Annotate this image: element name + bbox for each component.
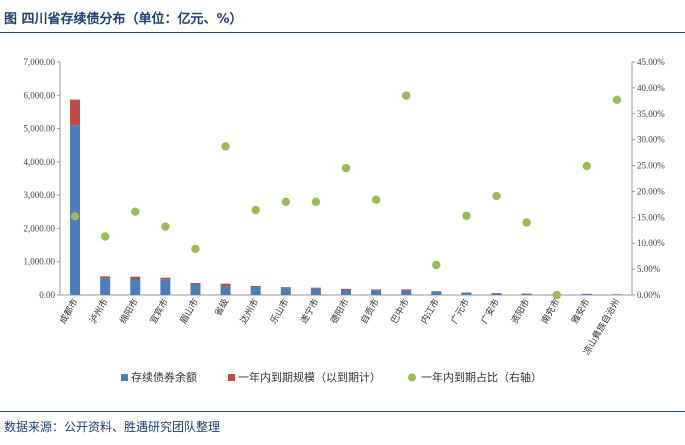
bar-outstanding	[491, 293, 502, 295]
right-tick-label: 40.00%	[637, 83, 665, 93]
category-label: 自贡市	[358, 297, 382, 326]
bar-outstanding	[310, 288, 321, 295]
left-tick-label: 1,000.00	[24, 257, 56, 267]
bar-maturing	[160, 277, 171, 280]
bar-maturing	[250, 286, 261, 288]
category-label: 广安市	[478, 297, 502, 326]
right-tick-label: 35.00%	[637, 109, 665, 119]
right-tick-label: 10.00%	[637, 238, 665, 248]
ratio-point	[311, 197, 321, 206]
ratio-point	[552, 290, 561, 300]
bar-outstanding	[100, 278, 111, 295]
legend-swatch-ratio	[408, 373, 416, 382]
category-label: 巴中市	[388, 297, 412, 326]
bar-maturing	[190, 283, 201, 285]
ratio-point	[131, 207, 140, 216]
ratio-point	[432, 260, 441, 270]
bar-maturing	[341, 288, 351, 291]
category-label: 乐山市	[267, 297, 291, 326]
ratio-point	[251, 205, 260, 215]
category-label: 达州市	[237, 297, 261, 326]
bar-outstanding	[401, 290, 412, 295]
legend-label-ratio: 一年内到期占比（右轴）	[421, 370, 542, 384]
bar-outstanding	[431, 291, 442, 295]
bar-outstanding	[220, 286, 231, 295]
bar-maturing	[310, 287, 321, 289]
bar-outstanding	[190, 284, 201, 295]
bar-maturing	[220, 283, 231, 287]
right-tick-label: 15.00%	[637, 212, 665, 222]
ratio-point	[70, 212, 80, 221]
ratio-point	[462, 211, 471, 220]
left-tick-label: 3,000.00	[24, 190, 56, 200]
right-tick-label: 5.00%	[637, 264, 661, 274]
left-tick-label: 6,000.00	[24, 90, 56, 100]
bar-outstanding	[130, 279, 141, 295]
ratio-point	[100, 232, 110, 241]
ratio-point	[522, 218, 531, 227]
bar-outstanding	[371, 290, 382, 295]
category-label: 遂宁市	[298, 297, 322, 326]
category-label: 省级	[212, 297, 231, 319]
bar-outstanding	[521, 293, 532, 295]
legend-label-outstanding: 存续债券余额	[131, 370, 197, 384]
right-tick-label: 25.00%	[637, 161, 665, 171]
ratio-point	[191, 244, 200, 254]
bar-maturing	[130, 276, 141, 280]
left-tick-label: 5,000.00	[24, 124, 56, 134]
legend-swatch-maturing	[228, 374, 235, 381]
ratio-point	[161, 222, 170, 231]
category-label: 泸州市	[87, 297, 111, 326]
left-tick-label: 2,000.00	[24, 223, 56, 233]
left-tick-label: 4,000.00	[24, 157, 56, 167]
bar-maturing	[100, 276, 111, 279]
ratio-point	[221, 142, 230, 151]
footer-divider	[0, 411, 685, 412]
category-label: 宜宾市	[147, 297, 171, 326]
ratio-point	[492, 191, 501, 201]
category-label: 绵阳市	[117, 297, 141, 326]
category-label: 眉山市	[177, 297, 201, 326]
ratio-point	[402, 91, 411, 100]
left-tick-label: 0.00	[39, 290, 55, 300]
bar-maturing	[280, 287, 291, 289]
chart-title: 图 四川省存续债分布（单位：亿元、%）	[4, 12, 243, 27]
right-tick-label: 45.00%	[637, 57, 665, 67]
bar-outstanding	[461, 292, 472, 295]
bar-outstanding	[341, 290, 351, 295]
title-divider	[0, 32, 685, 33]
ratio-point	[612, 95, 622, 104]
category-label: 成都市	[57, 297, 81, 326]
ratio-point	[341, 163, 351, 173]
category-label: 广元市	[448, 297, 472, 326]
right-tick-label: 0.00%	[637, 290, 661, 300]
bar-maturing	[70, 99, 81, 126]
bar-outstanding	[250, 287, 261, 295]
left-tick-label: 7,000.00	[24, 57, 56, 67]
ratio-point	[281, 197, 290, 206]
ratio-point	[582, 161, 592, 171]
ratio-point	[371, 195, 381, 204]
category-label: 内江市	[418, 297, 442, 326]
bar-maturing	[401, 289, 412, 291]
bar-outstanding	[160, 279, 171, 295]
bar-outstanding	[70, 125, 81, 295]
category-label: 资阳市	[508, 297, 532, 326]
category-label: 雅安市	[569, 297, 593, 326]
right-tick-label: 30.00%	[637, 135, 665, 145]
category-label: 德阳市	[328, 297, 352, 326]
legend-label-maturing: 一年内到期规模（以到期计）	[238, 370, 381, 384]
bar-outstanding	[280, 288, 291, 295]
legend-swatch-outstanding	[121, 374, 128, 381]
right-tick-label: 20.00%	[637, 186, 665, 196]
source-note: 数据来源：公开资料、胜遇研究团队整理	[4, 420, 221, 434]
bar-maturing	[371, 289, 382, 291]
category-label: 南充市	[538, 297, 562, 326]
bar-outstanding	[581, 294, 592, 295]
